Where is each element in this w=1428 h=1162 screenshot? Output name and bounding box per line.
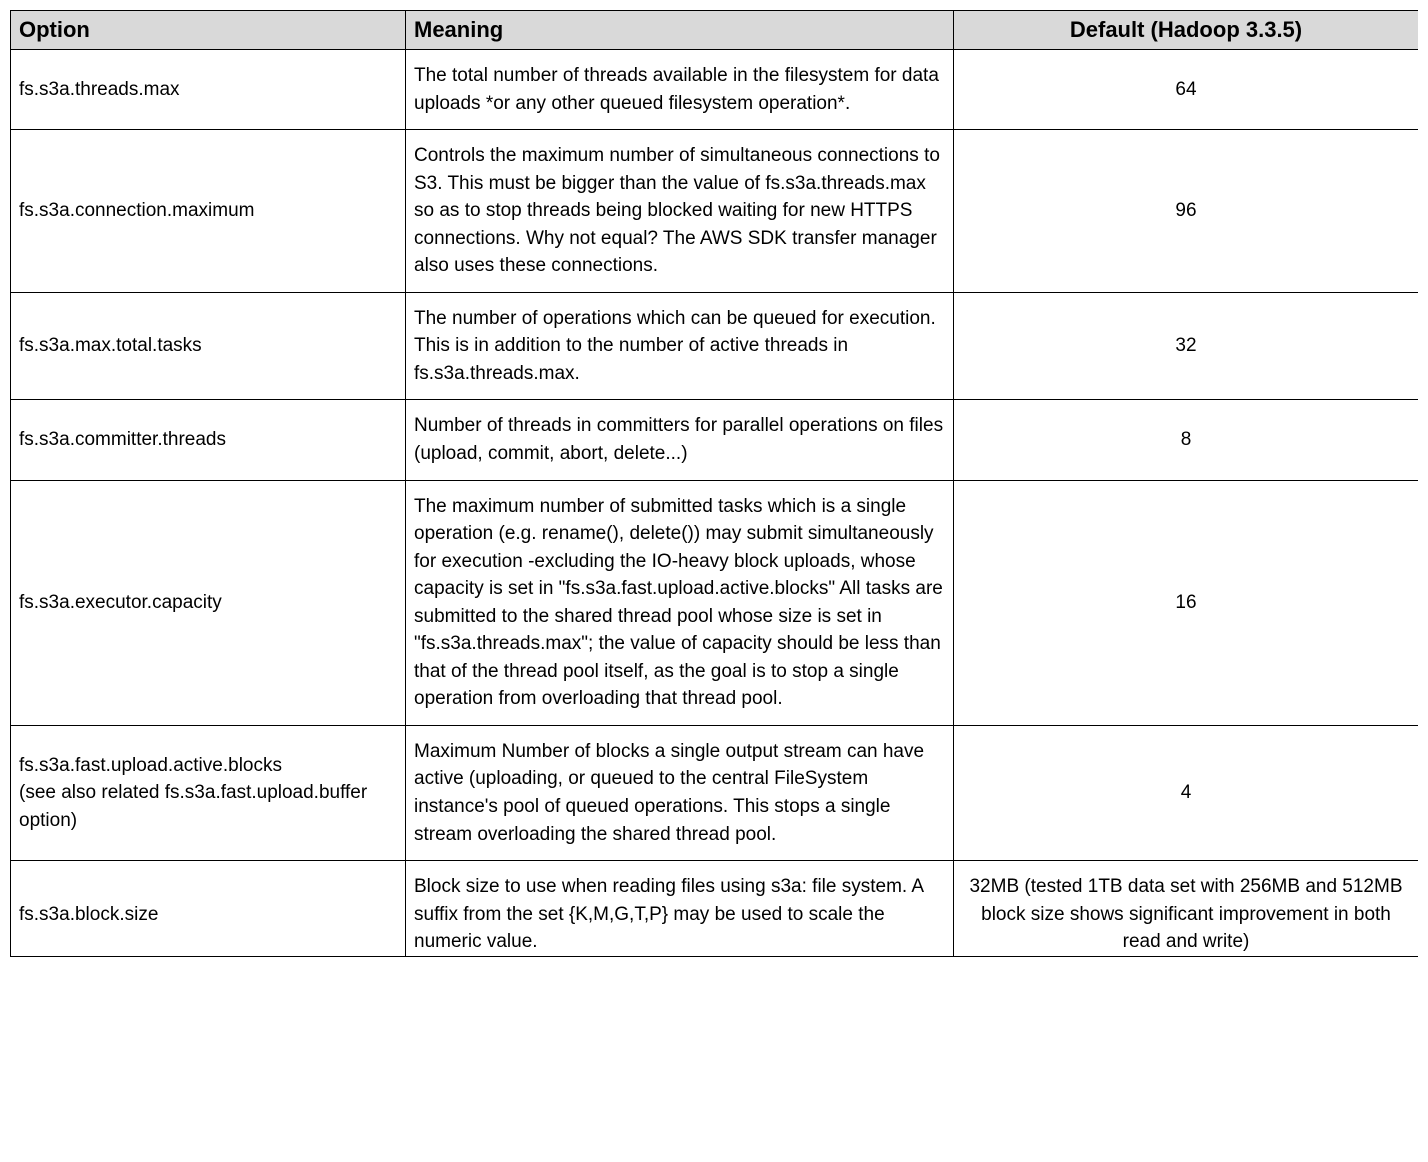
cell-default: 32MB (tested 1TB data set with 256MB and… — [954, 861, 1419, 957]
cell-option: fs.s3a.threads.max — [11, 50, 406, 130]
cell-meaning: The maximum number of submitted tasks wh… — [406, 480, 954, 725]
cell-meaning: Block size to use when reading files usi… — [406, 861, 954, 957]
table-row: fs.s3a.executor.capacity The maximum num… — [11, 480, 1419, 725]
cell-meaning: Controls the maximum number of simultane… — [406, 130, 954, 293]
cell-default: 16 — [954, 480, 1419, 725]
table-header-row: Option Meaning Default (Hadoop 3.3.5) — [11, 11, 1419, 50]
cell-option: fs.s3a.block.size — [11, 861, 406, 957]
cell-meaning: Maximum Number of blocks a single output… — [406, 725, 954, 860]
cell-meaning: The number of operations which can be qu… — [406, 292, 954, 400]
table-row: fs.s3a.max.total.tasks The number of ope… — [11, 292, 1419, 400]
options-table: Option Meaning Default (Hadoop 3.3.5) fs… — [10, 10, 1418, 957]
cell-default: 32 — [954, 292, 1419, 400]
table-row: fs.s3a.block.size Block size to use when… — [11, 861, 1419, 957]
header-option: Option — [11, 11, 406, 50]
cell-option: fs.s3a.fast.upload.active.blocks(see als… — [11, 725, 406, 860]
table-wrapper: Option Meaning Default (Hadoop 3.3.5) fs… — [10, 10, 1418, 1152]
cell-option: fs.s3a.committer.threads — [11, 400, 406, 480]
table-row: fs.s3a.connection.maximum Controls the m… — [11, 130, 1419, 293]
table-body: fs.s3a.threads.max The total number of t… — [11, 50, 1419, 957]
cell-default: 64 — [954, 50, 1419, 130]
header-default: Default (Hadoop 3.3.5) — [954, 11, 1419, 50]
header-meaning: Meaning — [406, 11, 954, 50]
cell-option: fs.s3a.executor.capacity — [11, 480, 406, 725]
table-row: fs.s3a.committer.threads Number of threa… — [11, 400, 1419, 480]
cell-option: fs.s3a.connection.maximum — [11, 130, 406, 293]
cell-meaning: The total number of threads available in… — [406, 50, 954, 130]
table-row: fs.s3a.fast.upload.active.blocks(see als… — [11, 725, 1419, 860]
cell-meaning: Number of threads in committers for para… — [406, 400, 954, 480]
cell-default: 8 — [954, 400, 1419, 480]
cell-default: 96 — [954, 130, 1419, 293]
table-row: fs.s3a.threads.max The total number of t… — [11, 50, 1419, 130]
cell-default: 4 — [954, 725, 1419, 860]
cell-option: fs.s3a.max.total.tasks — [11, 292, 406, 400]
